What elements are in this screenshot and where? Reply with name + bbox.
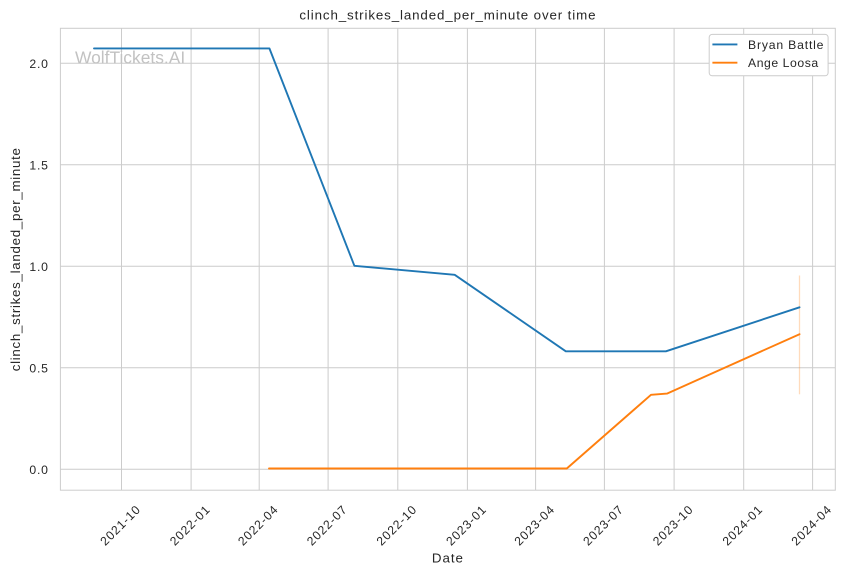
svg-text:WolfTickets.AI: WolfTickets.AI [75,48,185,68]
svg-text:1.5: 1.5 [29,158,48,172]
svg-text:2.0: 2.0 [29,57,48,71]
svg-text:0.5: 0.5 [29,361,48,375]
svg-text:Bryan Battle: Bryan Battle [748,38,824,52]
svg-text:0.0: 0.0 [29,463,48,477]
svg-text:clinch_strikes_landed_per_minu: clinch_strikes_landed_per_minute [8,147,23,371]
svg-text:1.0: 1.0 [29,260,48,274]
svg-text:Ange Loosa: Ange Loosa [748,56,819,70]
svg-text:Date: Date [432,551,464,566]
svg-text:clinch_strikes_landed_per_minu: clinch_strikes_landed_per_minute over ti… [299,8,596,23]
